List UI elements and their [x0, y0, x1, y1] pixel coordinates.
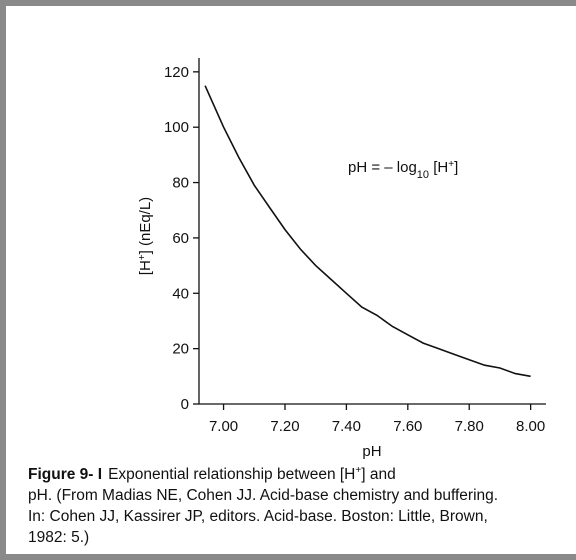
series-line	[204, 85, 531, 378]
x-tick-label: 7.20	[270, 418, 299, 435]
annot-part1: pH = – log	[348, 159, 417, 176]
caption-text-1: Exponential relationship between [H+] an…	[108, 465, 396, 484]
y-title-sup: +	[137, 254, 148, 260]
y-title-part2: ] (nEq/L)	[137, 197, 154, 255]
figure-caption: Figure 9- I Exponential relationship betw…	[28, 460, 576, 548]
x-tick-label: 7.00	[209, 418, 238, 435]
annot-sup: +	[448, 159, 454, 170]
x-axis-title: pH	[362, 443, 381, 460]
y-tick-label: 100	[164, 119, 189, 136]
caption-line-2: pH. (From Madias NE, Cohen JJ. Acid-base…	[28, 487, 499, 505]
caption-line-1: Figure 9- I Exponential relationship betw…	[28, 460, 576, 485]
y-tick-label: 60	[172, 230, 189, 247]
annot-part2: [H	[429, 159, 448, 176]
chart: 0 20 40 60 80 100 120 7.00 7.20 7.40 7.60 7.80 8.00…	[137, 58, 546, 460]
plot-area: 0 20 40 60 80 100 120 7.00 7.20 7.40 7.60 7.80 8.00	[164, 58, 546, 435]
y-ticks: 0 20 40 60 80 100 120	[164, 64, 199, 413]
y-title-part1: [H	[137, 260, 154, 275]
x-tick-label: 7.40	[332, 418, 361, 435]
x-ticks: 7.00 7.20 7.40 7.60 7.80 8.00	[209, 404, 545, 435]
y-tick-label: 120	[164, 64, 189, 81]
caption-line-4: 1982: 5.)	[28, 529, 90, 547]
y-axis-title: [H+] (nEq/L)	[137, 197, 155, 275]
equation-annotation: pH = – log10 [H+]	[348, 159, 458, 182]
x-tick-label: 8.00	[516, 418, 545, 435]
y-tick-label: 40	[172, 285, 189, 302]
annot-sub: 10	[417, 169, 429, 181]
x-tick-label: 7.80	[455, 418, 484, 435]
annot-part3: ]	[454, 159, 458, 176]
y-tick-label: 0	[181, 396, 189, 413]
figure-label: Figure 9- I	[28, 466, 103, 484]
y-tick-label: 80	[172, 175, 189, 192]
x-tick-label: 7.60	[393, 418, 422, 435]
y-tick-label: 20	[172, 341, 189, 358]
caption-line-3: In: Cohen JJ, Kassirer JP, editors. Acid…	[28, 508, 488, 526]
